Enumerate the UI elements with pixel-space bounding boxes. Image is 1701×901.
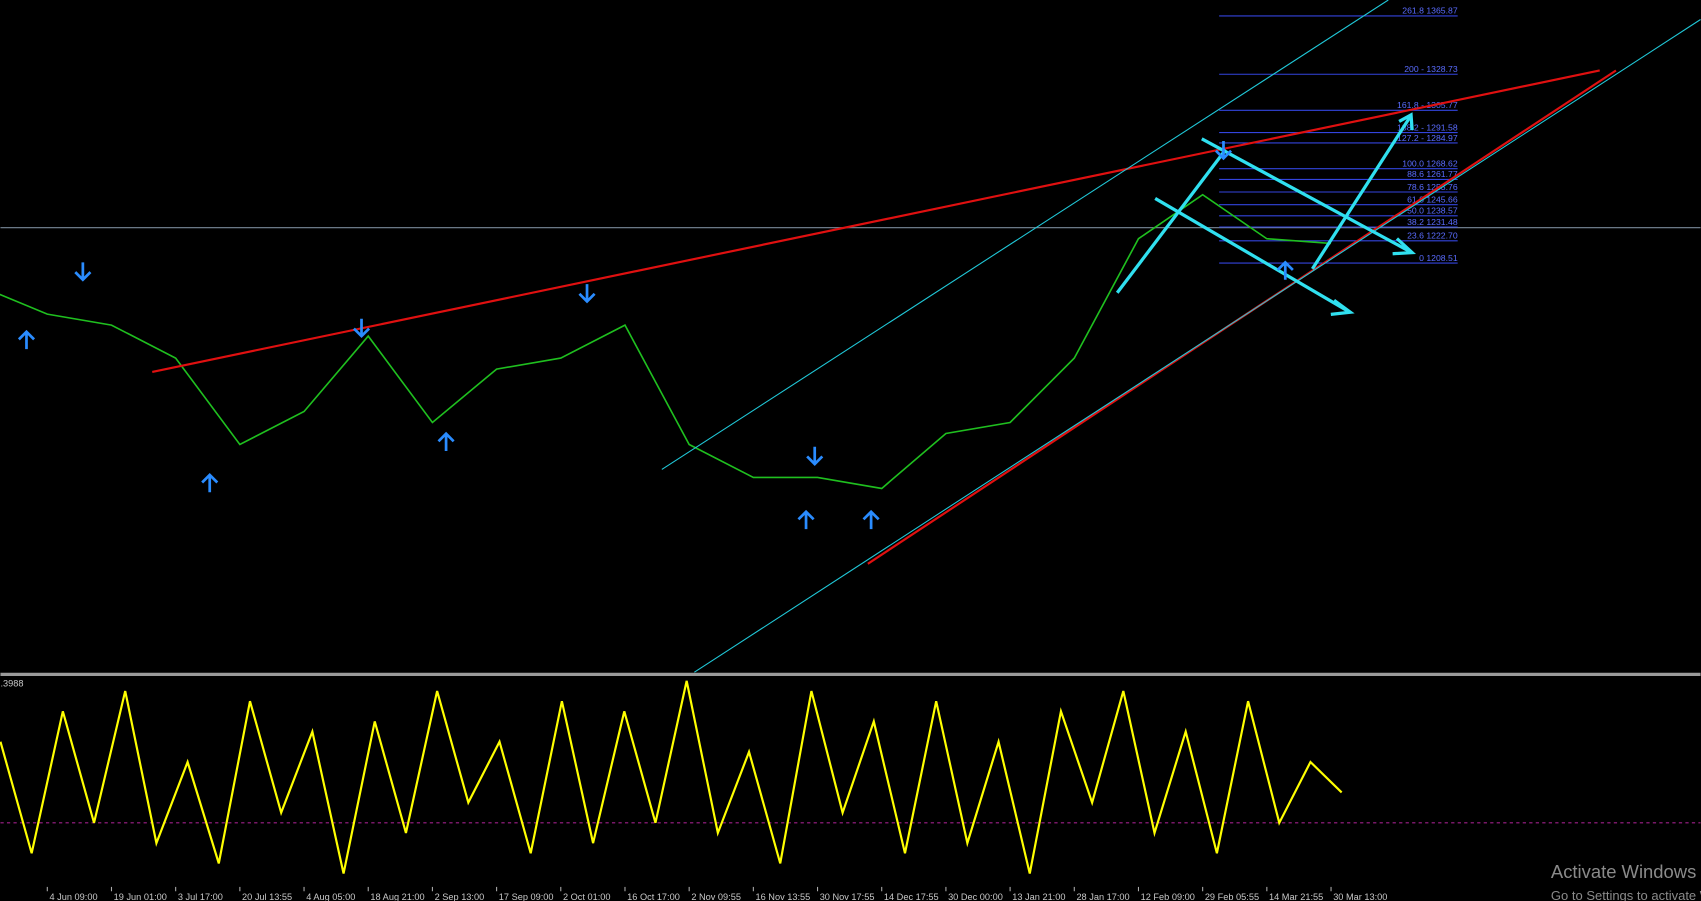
- fib-label: 50.0 1238.57: [1407, 206, 1458, 216]
- x-tick-label: 4 Jun 09:00: [49, 892, 97, 901]
- fib-label: 200 - 1328.73: [1404, 64, 1458, 74]
- indicator-label: .3988: [0, 678, 23, 688]
- channel-line: [694, 19, 1701, 673]
- watermark-title: Activate Windows: [1551, 861, 1696, 882]
- x-tick-label: 20 Jul 13:55: [242, 892, 292, 901]
- fib-label: 38.2 1231.48: [1407, 217, 1458, 227]
- fib-label: 100.0 1268.62: [1402, 158, 1458, 168]
- fib-label: 61.8 1245.66: [1407, 195, 1458, 205]
- x-tick-label: 18 Aug 21:00: [370, 892, 424, 901]
- x-tick-label: 30 Nov 17:55: [820, 892, 875, 901]
- x-tick-label: 17 Sep 09:00: [499, 892, 554, 901]
- channel-line: [661, 0, 1389, 470]
- x-tick-label: 14 Dec 17:55: [884, 892, 939, 901]
- x-tick-label: 28 Jan 17:00: [1076, 892, 1129, 901]
- x-tick-label: 3 Jul 17:00: [178, 892, 223, 901]
- x-tick-label: 16 Nov 13:55: [756, 892, 811, 901]
- x-tick-label: 2 Sep 13:00: [435, 892, 485, 901]
- fib-label: 88.6 1261.77: [1407, 169, 1458, 179]
- fib-label: 138.2 - 1291.58: [1397, 122, 1458, 132]
- fib-label: 161.8 - 1305.77: [1397, 100, 1458, 110]
- x-tick-label: 16 Oct 17:00: [627, 892, 680, 901]
- fib-label: 127.2 - 1284.97: [1397, 133, 1458, 143]
- x-tick-label: 2 Oct 01:00: [563, 892, 611, 901]
- x-tick-label: 14 Mar 21:55: [1269, 892, 1323, 901]
- main-panel: 261.8 1365.87 200 - 1328.73 161.8 - 1305.7…: [0, 6, 1458, 490]
- drawings: [17, 0, 1701, 673]
- x-tick-label: 13 Jan 21:00: [1012, 892, 1065, 901]
- watermark-subtitle: Go to Settings to activate Windows.: [1551, 888, 1701, 901]
- arrows: [1115, 112, 1417, 317]
- x-tick-label: 2 Nov 09:55: [691, 892, 741, 901]
- fractal-arrows: [17, 140, 1294, 530]
- x-tick-label: 30 Dec 00:00: [948, 892, 1003, 901]
- oscillator-line: [0, 680, 1343, 874]
- x-tick-label: 19 Jun 01:00: [114, 892, 167, 901]
- fib-label: 78.6 1253.76: [1407, 182, 1458, 192]
- indicator-panel: [0, 680, 1701, 874]
- price-line: [0, 193, 1332, 490]
- fib-label: 261.8 1365.87: [1402, 6, 1458, 16]
- fib-label: 0 1208.51: [1419, 253, 1458, 263]
- fib-label: 23.6 1222.70: [1407, 231, 1458, 241]
- x-tick-label: 4 Aug 05:00: [306, 892, 355, 901]
- x-tick-label: 29 Feb 05:55: [1205, 892, 1259, 901]
- x-tick-label: 12 Feb 09:00: [1141, 892, 1195, 901]
- trend-line: [152, 69, 1600, 373]
- x-tick-label: 30 Mar 13:00: [1333, 892, 1387, 901]
